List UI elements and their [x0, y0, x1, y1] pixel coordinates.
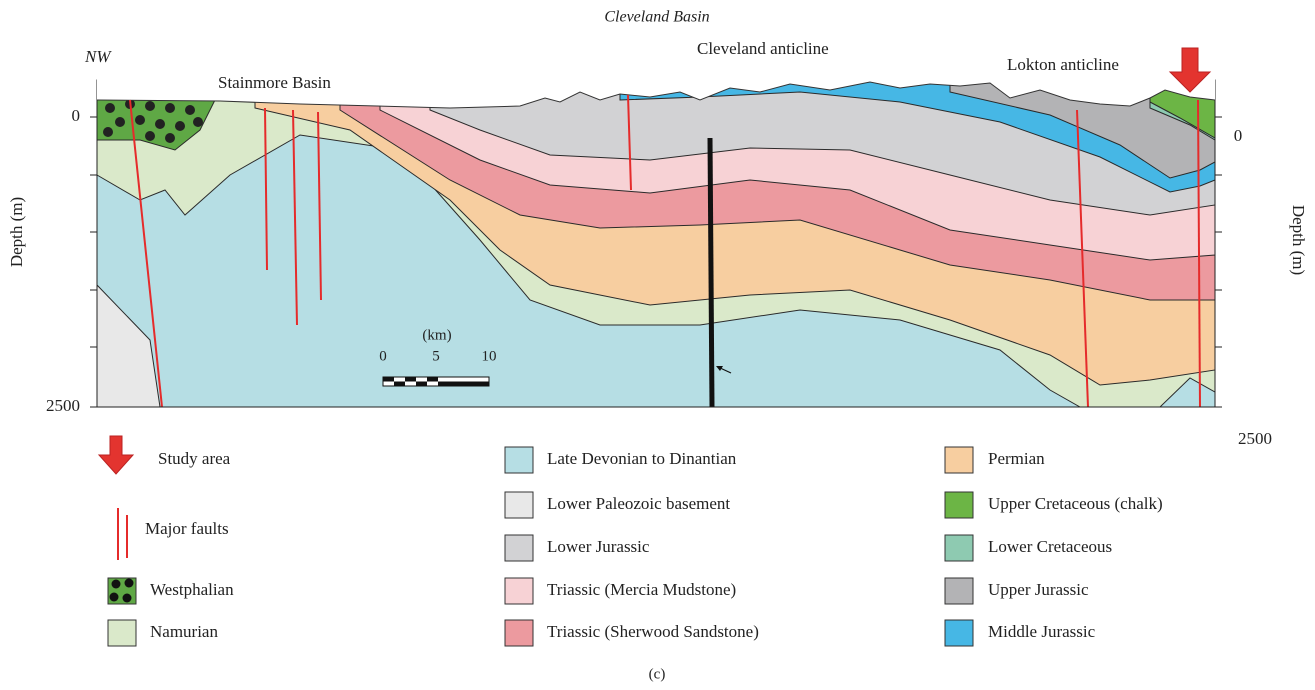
scale-tick: 0 — [379, 348, 387, 364]
label-stainmore: Stainmore Basin — [218, 73, 331, 92]
well — [710, 138, 712, 407]
label-lokton: Lokton anticline — [1007, 55, 1119, 74]
legend-label: Lower Cretaceous — [988, 537, 1112, 556]
legend-label: Lower Jurassic — [547, 537, 650, 556]
left-axis-top: 0 — [72, 106, 81, 125]
right-axis-top: 0 — [1234, 126, 1243, 145]
legend-label: Study area — [158, 449, 231, 468]
legend-label: Triassic (Sherwood Sandstone) — [547, 622, 759, 641]
legend: Study area Major faults Westphalian Namu… — [99, 436, 1163, 646]
caption: (c) — [649, 666, 666, 682]
legend-swatch — [945, 620, 973, 646]
label-nw: NW — [84, 47, 112, 66]
legend-swatch — [505, 620, 533, 646]
figure: Cleveland Basin NW Stainmore Basin Cleve… — [0, 0, 1315, 690]
cross-section — [90, 48, 1222, 407]
legend-swatch — [945, 578, 973, 604]
legend-label: Permian — [988, 449, 1045, 468]
legend-swatch — [505, 447, 533, 473]
legend-label: Major faults — [145, 519, 229, 538]
legend-swatch — [505, 492, 533, 518]
legend-label: Triassic (Mercia Mudstone) — [547, 580, 736, 599]
legend-label: Westphalian — [150, 580, 234, 599]
legend-swatch — [945, 447, 973, 473]
legend-label: Late Devonian to Dinantian — [547, 449, 737, 468]
legend-swatch — [108, 620, 136, 646]
right-axis-bottom: 2500 — [1238, 429, 1272, 448]
legend-label: Lower Paleozoic basement — [547, 494, 730, 513]
scale-tick: 5 — [432, 348, 440, 364]
right-axis-label: Depth (m) — [1289, 205, 1308, 275]
scale-tick: 10 — [482, 348, 497, 364]
legend-arrow — [99, 436, 133, 474]
label-cleveland: Cleveland anticline — [697, 39, 829, 58]
scale-unit: (km) — [422, 327, 451, 343]
legend-label: Upper Jurassic — [988, 580, 1089, 599]
title: Cleveland Basin — [604, 9, 709, 26]
left-axis-bottom: 2500 — [46, 396, 80, 415]
legend-swatch — [945, 492, 973, 518]
legend-label: Namurian — [150, 622, 218, 641]
legend-swatch — [505, 535, 533, 561]
left-axis-label: Depth (m) — [7, 197, 26, 267]
legend-swatch — [505, 578, 533, 604]
legend-swatch — [945, 535, 973, 561]
legend-label: Upper Cretaceous (chalk) — [988, 494, 1163, 513]
legend-label: Middle Jurassic — [988, 622, 1096, 641]
